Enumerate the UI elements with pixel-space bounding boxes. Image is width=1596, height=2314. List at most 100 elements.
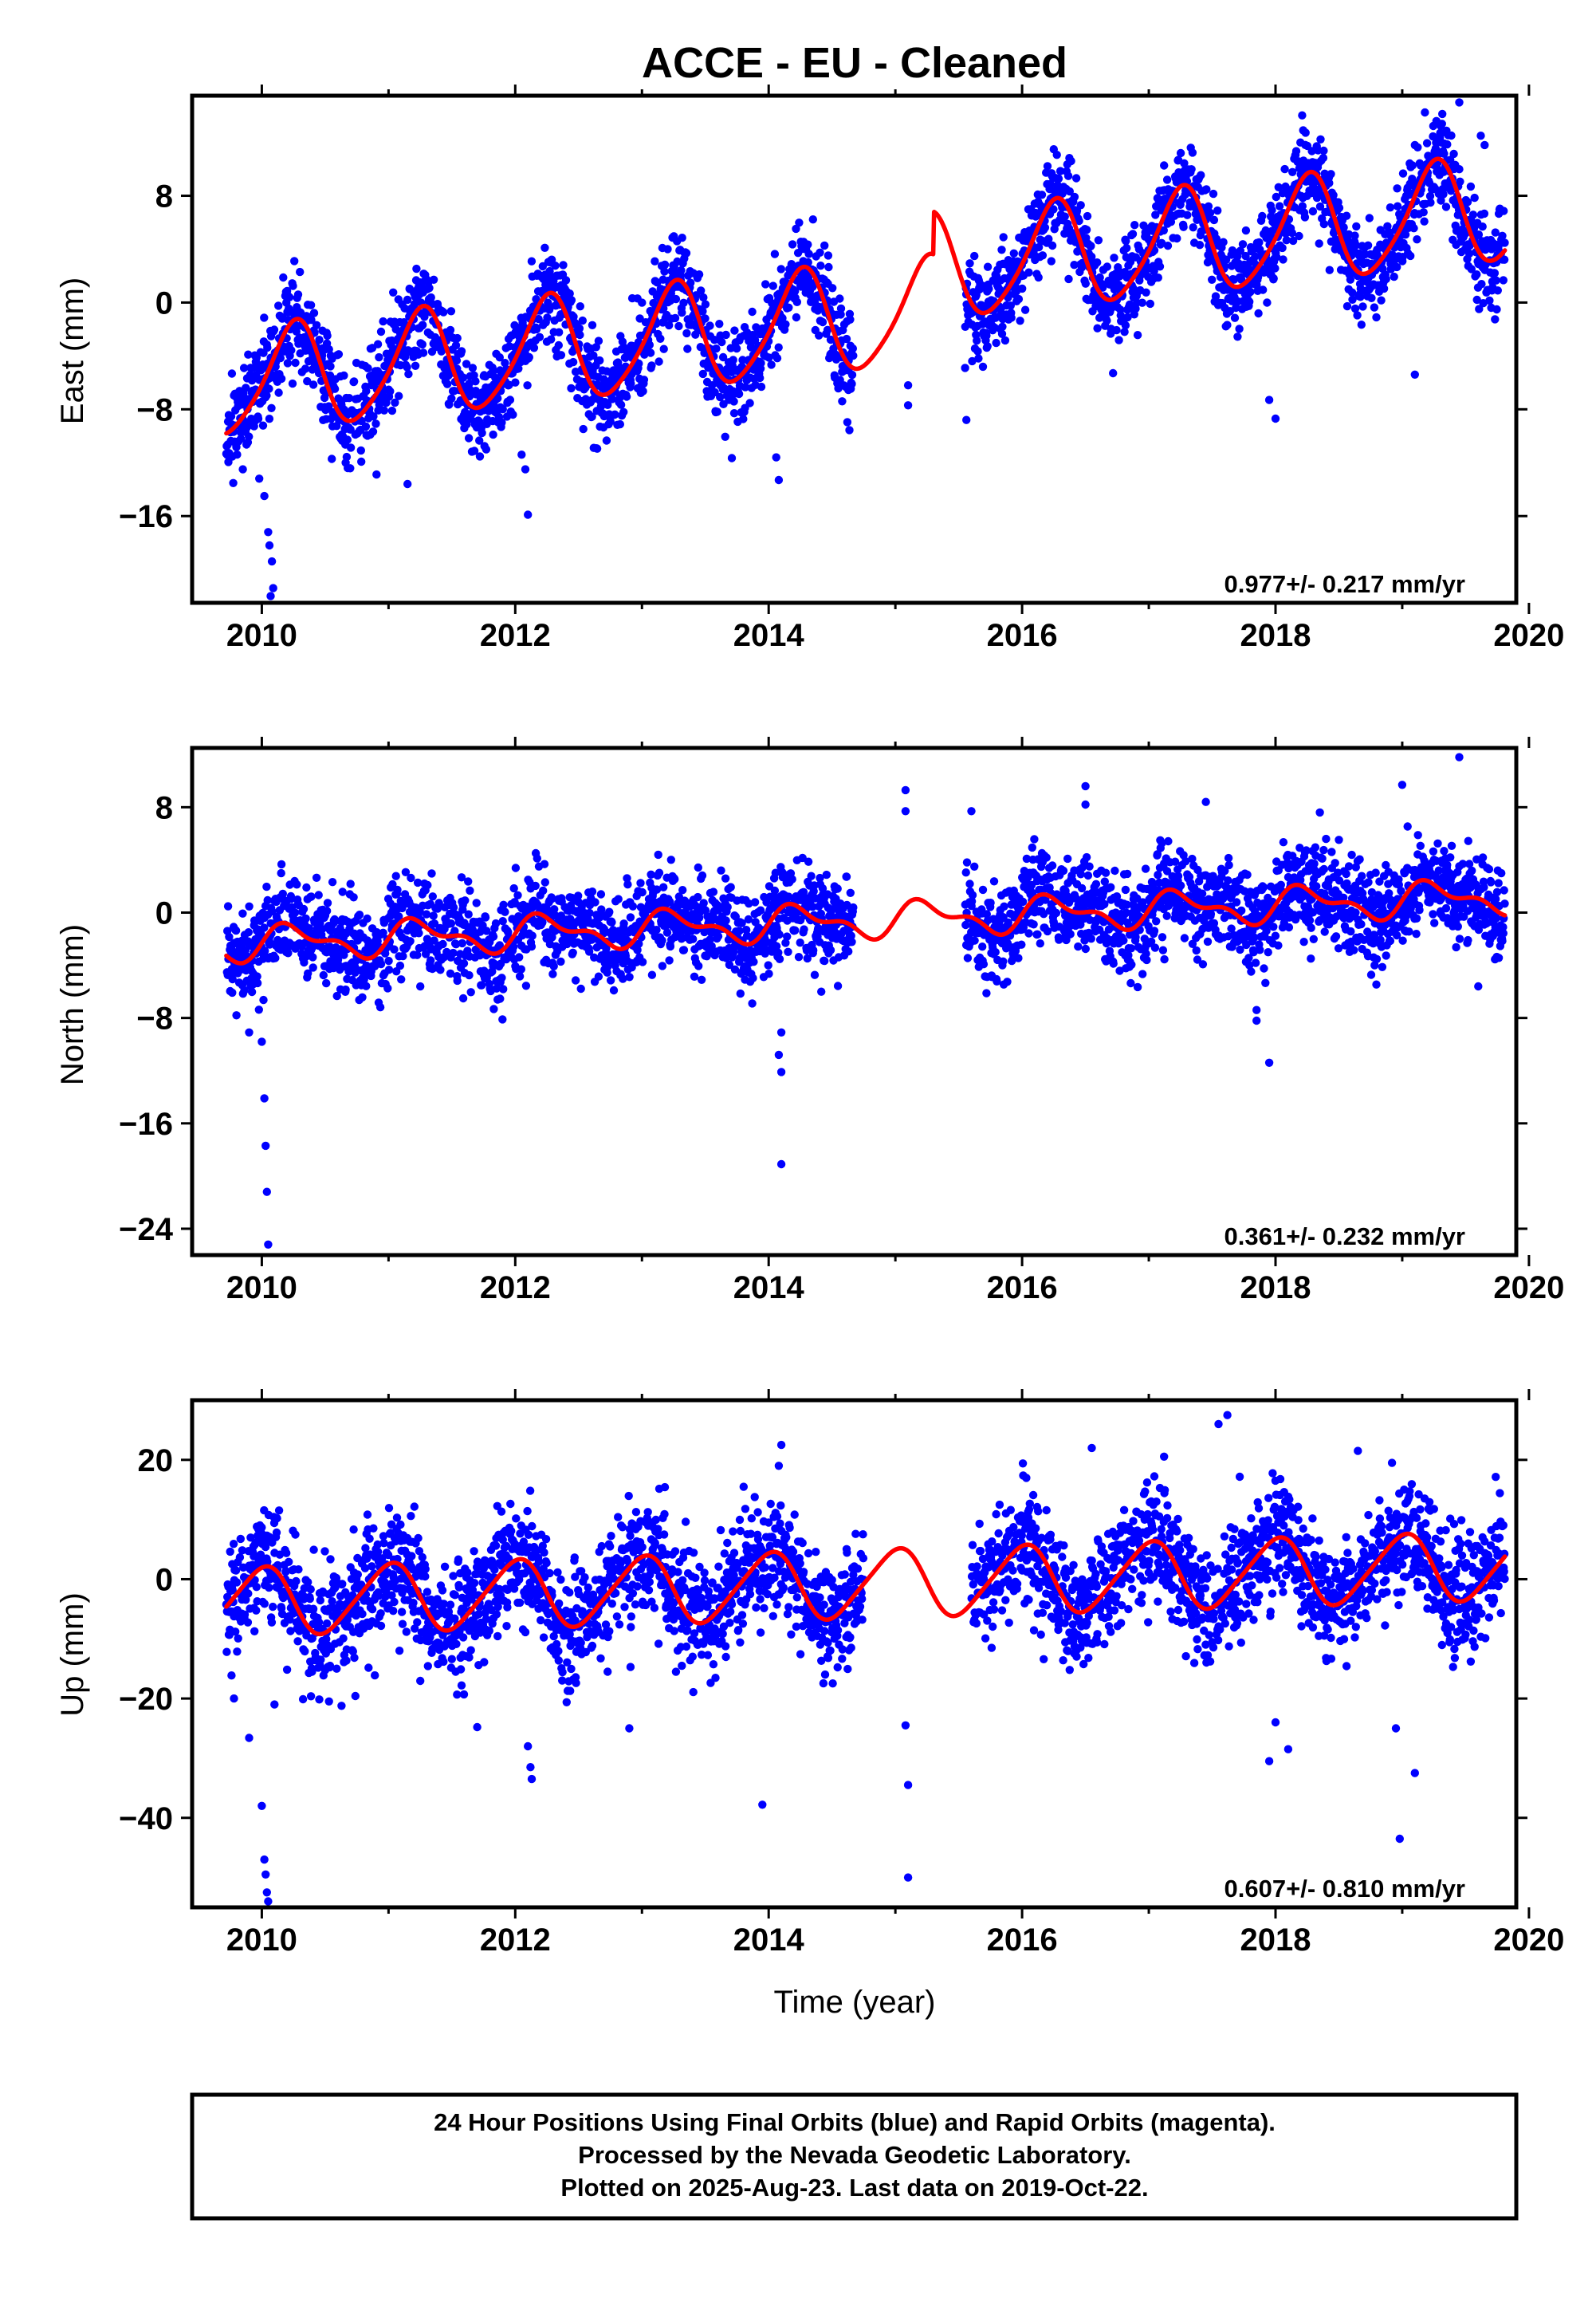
east-axis-label: East (mm): [55, 277, 90, 424]
data-point: [324, 402, 333, 411]
data-point: [489, 366, 498, 376]
data-point: [379, 317, 387, 326]
data-point: [446, 919, 456, 928]
data-point: [571, 976, 580, 985]
data-point: [730, 326, 739, 335]
data-point: [1466, 182, 1476, 191]
data-point: [713, 407, 721, 416]
data-point: [231, 926, 241, 935]
data-point: [717, 866, 725, 875]
data-point: [654, 850, 662, 860]
data-point: [970, 862, 979, 872]
outlier-point: [1455, 98, 1464, 107]
data-point: [547, 255, 556, 264]
data-point: [1179, 222, 1188, 231]
data-point: [1447, 131, 1456, 140]
data-point: [356, 446, 365, 455]
data-point: [1070, 192, 1079, 202]
data-point: [1263, 298, 1272, 307]
data-point: [1441, 203, 1451, 211]
data-point: [1083, 871, 1093, 880]
data-point: [698, 871, 707, 880]
data-point: [449, 948, 458, 958]
data-point: [262, 391, 271, 400]
data-point: [647, 361, 656, 370]
data-point: [1241, 226, 1251, 235]
data-point: [1325, 266, 1335, 274]
data-point: [1493, 286, 1503, 295]
data-point: [638, 298, 647, 307]
data-point: [1398, 169, 1408, 178]
data-point: [750, 898, 760, 907]
data-point: [588, 887, 597, 896]
data-point: [464, 910, 473, 919]
data-point: [1419, 208, 1428, 217]
data-point: [1259, 285, 1268, 294]
north-axis-label: North (mm): [55, 924, 90, 1085]
data-point: [533, 854, 541, 863]
data-point: [1028, 843, 1037, 852]
data-point: [791, 926, 800, 935]
data-point: [499, 900, 508, 910]
data-point: [663, 245, 672, 254]
data-point: [289, 281, 297, 290]
outlier-point: [403, 479, 412, 489]
data-point: [709, 887, 718, 896]
data-point: [1409, 224, 1418, 233]
data-point: [1029, 920, 1038, 929]
data-point: [1018, 897, 1028, 907]
data-point: [622, 392, 631, 401]
data-point: [757, 382, 766, 392]
data-point: [983, 262, 993, 271]
data-point: [514, 364, 523, 373]
data-point: [288, 379, 297, 388]
data-point: [788, 875, 796, 883]
data-point: [1033, 930, 1042, 939]
data-point: [223, 902, 233, 911]
data-point: [716, 392, 725, 402]
data-point: [623, 880, 632, 889]
data-point: [625, 973, 634, 982]
data-point: [820, 956, 829, 966]
data-point: [1379, 284, 1389, 293]
data-point: [228, 988, 237, 998]
data-point: [1363, 241, 1373, 250]
data-point: [1472, 270, 1481, 279]
data-point: [1280, 164, 1289, 174]
data-point: [1443, 140, 1452, 149]
data-point: [800, 925, 808, 934]
data-point: [656, 334, 665, 343]
data-point: [627, 379, 635, 388]
data-point: [1390, 272, 1398, 281]
data-point: [1500, 238, 1509, 247]
data-point: [817, 987, 826, 996]
data-point: [619, 407, 628, 416]
data-point: [384, 966, 394, 974]
data-point: [652, 926, 661, 935]
data-point: [312, 321, 321, 329]
data-point: [713, 932, 723, 941]
data-point: [1018, 284, 1027, 293]
data-point: [735, 927, 744, 935]
data-point: [229, 478, 238, 487]
data-point: [991, 947, 1000, 957]
data-point: [481, 913, 490, 922]
data-point: [679, 946, 689, 954]
data-point: [529, 344, 539, 352]
data-point: [376, 327, 386, 336]
data-point: [475, 452, 485, 461]
data-point: [309, 953, 317, 962]
data-point: [1154, 274, 1163, 282]
data-point: [515, 953, 524, 962]
data-point: [1138, 298, 1147, 307]
data-point: [227, 369, 237, 378]
data-point: [849, 903, 858, 912]
data-point: [301, 914, 310, 923]
data-point: [770, 250, 780, 258]
data-point: [403, 363, 411, 372]
data-point: [809, 946, 818, 954]
data-point: [694, 270, 704, 279]
data-point: [1093, 258, 1102, 267]
data-point: [265, 384, 273, 393]
data-point: [262, 882, 271, 891]
